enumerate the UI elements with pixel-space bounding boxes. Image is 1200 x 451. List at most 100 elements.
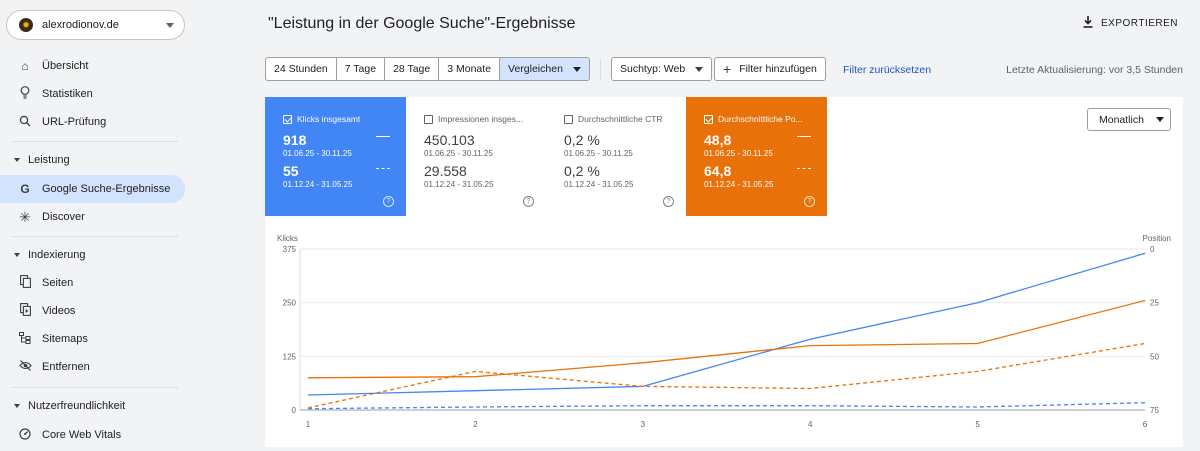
export-label: EXPORTIEREN (1101, 18, 1178, 29)
metric-card-clicks[interactable]: Klicks insgesamt 918 01.06.25 - 30.11.25… (265, 97, 406, 216)
google-g-icon: G (20, 182, 30, 196)
metric-date-previous: 01.12.24 - 31.05.25 (564, 180, 634, 189)
sidebar-item-url-inspection[interactable]: URL-Prüfung (0, 108, 185, 136)
help-icon[interactable]: ? (523, 196, 534, 207)
sidebar-item-label: URL-Prüfung (42, 116, 107, 128)
right-axis-title: Position (1143, 234, 1171, 243)
sidebar-item-label: Statistiken (42, 88, 93, 100)
download-icon (1083, 16, 1093, 31)
video-page-icon (18, 303, 32, 319)
search-type-label: Suchtyp: Web (620, 63, 686, 75)
checkbox-icon[interactable] (564, 114, 573, 124)
sidebar-divider (12, 236, 178, 237)
sidebar-item-pages[interactable]: Seiten (0, 269, 185, 297)
x-tick-label: 1 (306, 420, 311, 429)
checkbox-icon[interactable] (283, 114, 292, 124)
range-3m-button[interactable]: 3 Monate (439, 58, 501, 80)
metric-label: Impressionen insges... (438, 114, 524, 124)
dashed-line-legend-icon (797, 168, 811, 169)
metric-value-previous: 55 (283, 163, 299, 179)
sidebar-item-label: Entfernen (42, 361, 90, 373)
metric-date-current: 01.06.25 - 30.11.25 (704, 149, 773, 158)
checkbox-icon[interactable] (704, 114, 713, 124)
right-tick-label: 75 (1150, 406, 1159, 415)
add-filter-label: Filter hinzufügen (739, 63, 817, 75)
help-icon[interactable]: ? (804, 196, 815, 207)
right-tick-label: 25 (1150, 299, 1159, 308)
metric-date-current: 01.06.25 - 30.11.25 (283, 149, 352, 158)
gauge-icon (18, 427, 32, 443)
left-tick-label: 125 (283, 352, 297, 361)
metric-card-impressions[interactable]: Impressionen insges... 450.103 01.06.25 … (406, 97, 547, 216)
dashed-line-legend-icon (376, 168, 390, 169)
sidebar-item-videos[interactable]: Videos (0, 297, 185, 325)
sidebar-item-label: Discover (42, 211, 85, 223)
help-icon[interactable]: ? (383, 196, 394, 207)
site-favicon-icon: ✹ (19, 18, 33, 32)
chevron-down-icon (166, 22, 174, 28)
property-name: alexrodionov.de (42, 19, 119, 31)
metric-date-previous: 01.12.24 - 31.05.25 (424, 180, 494, 189)
sidebar-item-discover[interactable]: ✳ Discover (0, 203, 185, 231)
metric-card-position[interactable]: Durchschnittliche Po... 48,8 01.06.25 - … (686, 97, 827, 216)
sidebar-item-insights[interactable]: Statistiken (0, 80, 185, 108)
sidebar-item-label: Seiten (42, 277, 74, 289)
sidebar-item-sitemaps[interactable]: Sitemaps (0, 325, 185, 353)
section-performance[interactable]: Leistung (0, 149, 185, 171)
left-tick-label: 250 (283, 299, 297, 308)
plus-icon: + (723, 61, 732, 77)
section-experience[interactable]: Nutzerfreundlichkeit (0, 395, 185, 417)
sidebar-divider (12, 387, 178, 388)
sidebar-item-label: Core Web Vitals (42, 429, 122, 441)
sidebar-item-removals[interactable]: Entfernen (0, 353, 185, 381)
compare-label: Vergleichen (508, 63, 563, 75)
date-range-selector: 24 Stunden 7 Tage 28 Tage 3 Monate Vergl… (265, 57, 590, 81)
range-28d-button[interactable]: 28 Tage (385, 58, 440, 80)
sidebar-item-label: Videos (42, 305, 76, 317)
metric-label: Durchschnittliche CTR (578, 114, 663, 124)
metric-card-ctr[interactable]: Durchschnittliche CTR 0,2 % 01.06.25 - 3… (546, 97, 687, 216)
section-indexing[interactable]: Indexierung (0, 244, 185, 266)
range-24h-button[interactable]: 24 Stunden (266, 58, 337, 80)
sidebar-item-core-web-vitals[interactable]: Core Web Vitals (0, 421, 185, 449)
lightbulb-icon (18, 86, 32, 102)
search-type-dropdown[interactable]: Suchtyp: Web (611, 57, 713, 81)
granularity-label: Monatlich (1099, 113, 1144, 126)
sidebar-item-label: Übersicht (42, 60, 89, 72)
compare-button[interactable]: Vergleichen (500, 58, 589, 80)
left-tick-label: 375 (283, 245, 297, 254)
metric-value-previous: 29.558 (424, 163, 467, 179)
checkbox-icon[interactable] (424, 114, 433, 124)
sidebar-item-search-results[interactable]: G Google Suche-Ergebnisse (0, 175, 185, 203)
metric-date-previous: 01.12.24 - 31.05.25 (283, 180, 353, 189)
series-line-clicks-previous (307, 402, 1146, 410)
chevron-down-icon (695, 66, 704, 72)
metric-value-previous: 64,8 (704, 163, 732, 179)
series-line-clicks-current (307, 252, 1146, 396)
sidebar-divider (12, 141, 178, 142)
home-icon: ⌂ (21, 59, 29, 73)
sidebar-item-overview[interactable]: ⌂ Übersicht (0, 52, 185, 80)
x-tick-label: 4 (808, 420, 813, 429)
metric-value-current: 0,2 % (564, 132, 600, 148)
granularity-dropdown[interactable]: Monatlich (1087, 108, 1171, 131)
metric-date-current: 01.06.25 - 30.11.25 (564, 149, 633, 158)
metric-value-previous: 0,2 % (564, 163, 600, 179)
right-tick-label: 0 (1150, 245, 1155, 254)
asterisk-icon: ✳ (19, 208, 31, 225)
help-icon[interactable]: ? (663, 196, 674, 207)
pages-icon (18, 275, 32, 291)
export-button[interactable]: EXPORTIEREN (1083, 16, 1178, 31)
section-label: Nutzerfreundlichkeit (28, 400, 126, 412)
series-line-position-previous (307, 342, 1146, 409)
page-title: "Leistung in der Google Suche"-Ergebniss… (268, 15, 576, 32)
add-filter-button[interactable]: + Filter hinzufügen (714, 57, 826, 81)
section-label: Leistung (28, 154, 70, 166)
range-7d-button[interactable]: 7 Tage (337, 58, 386, 80)
section-label: Indexierung (28, 249, 86, 261)
property-selector[interactable]: ✹ alexrodionov.de (6, 10, 185, 40)
x-tick-label: 2 (473, 420, 478, 429)
sidebar-item-label: Google Suche-Ergebnisse (42, 183, 171, 195)
reset-filters-link[interactable]: Filter zurücksetzen (843, 64, 932, 76)
